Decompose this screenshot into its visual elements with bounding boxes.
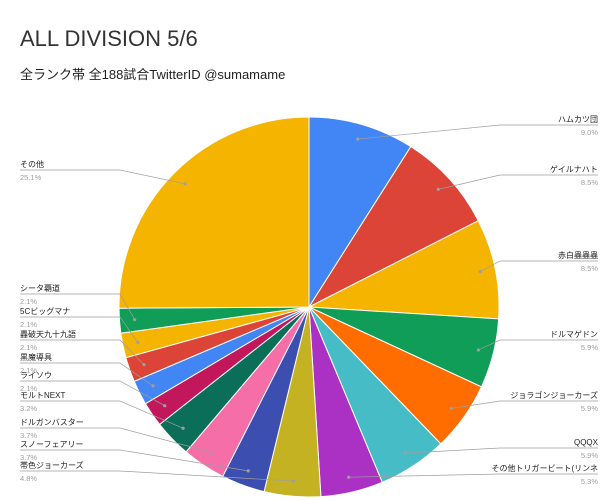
slice-label-13: 轟破天九十九語 — [20, 329, 76, 339]
leader-line-4 — [451, 400, 598, 409]
slice-percent-4: 5.9% — [581, 404, 598, 413]
leader-line-2 — [480, 260, 598, 272]
slice-percent-8: 3.7% — [20, 453, 37, 462]
leader-line-6 — [348, 473, 598, 478]
leader-line-7 — [20, 470, 294, 482]
leader-dot-1 — [436, 187, 440, 191]
slice-percent-15: 2.1% — [20, 297, 37, 306]
slice-percent-16: 25.1% — [20, 173, 42, 182]
slice-label-5: QQQX — [574, 438, 599, 447]
leader-line-0 — [357, 124, 598, 140]
leader-dot-7 — [292, 479, 296, 483]
slice-percent-10: 3.2% — [20, 404, 37, 413]
leader-dot-0 — [356, 137, 360, 141]
slice-label-10: モルトNEXT — [20, 391, 65, 400]
slice-label-2: 赤白蟲蟲蟲 — [558, 250, 598, 260]
pie-slice-16 — [118, 116, 310, 309]
slice-label-6: その他トリガービート(リンネ — [491, 463, 598, 473]
leader-dot-4 — [449, 406, 453, 411]
slice-label-12: 黒魔導具 — [20, 352, 52, 362]
leader-lines — [20, 124, 598, 483]
leader-line-8 — [20, 449, 249, 472]
slice-percent-2: 8.5% — [581, 264, 598, 273]
slice-label-3: ドルマゲドン — [550, 329, 598, 339]
leader-dot-5 — [403, 451, 407, 455]
leader-line-12 — [20, 362, 154, 387]
slice-percent-0: 9.0% — [581, 128, 598, 137]
slice-percent-12: 2.1% — [20, 366, 37, 375]
leader-dot-16 — [183, 182, 187, 186]
pie-slices — [118, 116, 500, 498]
slice-label-9: ドルガンバスター — [20, 417, 84, 427]
slice-label-11: ライソウ — [20, 371, 52, 380]
slice-label-16: その他 — [20, 159, 44, 169]
slice-label-0: ハムカツ団 — [558, 115, 598, 124]
pie-slice-2 — [307, 220, 500, 320]
slice-percent-11: 2.1% — [20, 384, 37, 393]
slice-percent-5: 5.9% — [581, 451, 598, 460]
leader-line-15 — [20, 293, 136, 320]
chart-subtitle: 全ランク帯 全188試合TwitterID @sumamame — [20, 67, 286, 82]
slice-label-7: 帯色ジョーカーズ — [20, 460, 84, 470]
slice-percent-9: 3.7% — [20, 431, 37, 440]
leader-line-3 — [478, 339, 598, 351]
leader-dot-8 — [246, 469, 250, 473]
slice-percent-14: 2.1% — [20, 320, 37, 329]
leader-line-9 — [20, 427, 213, 453]
slice-label-15: シータ覇道 — [20, 283, 60, 293]
slice-label-1: ゲイルナハト — [550, 164, 598, 174]
slice-percent-13: 2.1% — [20, 343, 37, 352]
pie-slice-1 — [307, 145, 479, 309]
slice-percent-1: 8.5% — [581, 178, 598, 187]
leader-line-16 — [20, 169, 186, 185]
slice-percent-3: 5.9% — [581, 343, 598, 352]
chart-title: ALL DIVISION 5/6 — [20, 26, 198, 51]
slice-percent-7: 4.8% — [20, 474, 37, 483]
leader-dot-2 — [478, 269, 482, 274]
slice-label-4: ジョラゴンジョーカーズ — [510, 390, 598, 400]
leader-dot-9 — [210, 450, 214, 455]
leader-line-14 — [20, 316, 139, 343]
leader-dot-11 — [163, 404, 167, 408]
leader-line-13 — [20, 339, 145, 365]
leader-line-11 — [20, 380, 165, 407]
leader-line-1 — [438, 174, 598, 190]
slice-percent-6: 5.3% — [581, 477, 598, 486]
slice-label-8: スノーフェアリー — [20, 440, 84, 449]
leader-line-10 — [20, 400, 184, 429]
pie-slice-0 — [308, 116, 412, 309]
slice-label-14: 5Cビッグマナ — [20, 306, 70, 316]
slice-labels: ハムカツ団 9.0% ゲイルナハト 8.5% 赤白蟲蟲蟲 8.5% ドルマゲドン 5.9% ジョ… — [20, 115, 599, 486]
leader-line-5 — [404, 447, 598, 454]
